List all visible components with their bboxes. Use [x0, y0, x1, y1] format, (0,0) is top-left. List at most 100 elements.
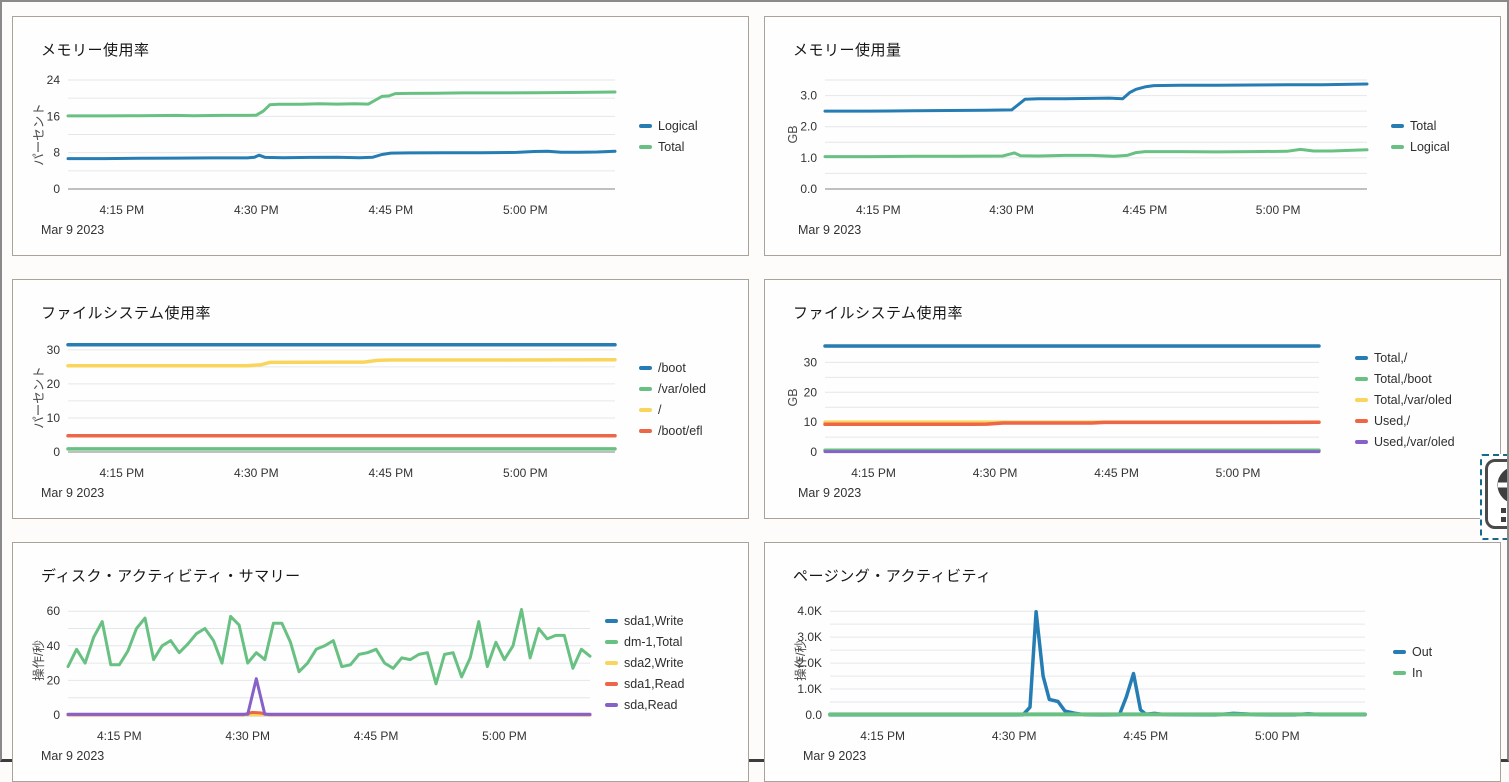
- series-line--[interactable]: [66, 357, 617, 368]
- x-tick-label: 4:15 PM: [99, 466, 144, 480]
- legend-item[interactable]: Out: [1393, 642, 1432, 663]
- y-tick-label: 40: [47, 639, 61, 653]
- y-tick-label: 2.0: [800, 120, 817, 134]
- chart-panel-2: メモリー使用量 0.0 1.0 2.0 3.0 GB 4:15 PM 4:30 PM 4:45 …: [764, 16, 1501, 256]
- legend-item[interactable]: /var/oled: [639, 379, 706, 400]
- legend-item[interactable]: Used,/var/oled: [1355, 431, 1455, 452]
- legend-item[interactable]: sda2,Write: [605, 652, 684, 673]
- series-line-logical[interactable]: [823, 147, 1369, 159]
- legend-item[interactable]: Logical: [1391, 137, 1450, 158]
- legend-marker-icon: [639, 124, 652, 128]
- legend-label: /boot/efl: [658, 424, 703, 438]
- series-line-used-[interactable]: [823, 420, 1321, 426]
- legend-marker-icon: [639, 366, 652, 370]
- floating-help-widget[interactable]: [1480, 454, 1507, 542]
- legend-label: Total,/boot: [1374, 371, 1432, 386]
- series-line-dm-1-total[interactable]: [66, 608, 592, 686]
- legend-marker-icon: [605, 639, 618, 644]
- help-button[interactable]: [1485, 459, 1507, 529]
- chart-plot-area[interactable]: 0.0 1.0 2.0 3.0 GB 4:15 PM 4:30 PM 4:45 PM 5:00 …: [765, 17, 1500, 255]
- legend-item[interactable]: /: [639, 400, 706, 421]
- chart-plot-area[interactable]: 0 10 20 30 GB 4:15 PM 4:30 PM 4:45 PM 5:00 PM Mar…: [765, 280, 1500, 518]
- y-axis-title: 操作/秒: [31, 640, 46, 681]
- x-tick-label: 4:30 PM: [225, 729, 270, 743]
- legend-label: /boot: [658, 361, 686, 375]
- y-tick-label: 8: [53, 146, 60, 160]
- y-tick-label: 10: [47, 411, 61, 425]
- chart-plot-area[interactable]: 0.0 1.0K 2.0K 3.0K 4.0K 操作/秒 4:15 PM 4:30 PM 4:4…: [765, 543, 1500, 781]
- x-tick-label: 4:30 PM: [234, 203, 279, 217]
- legend-item[interactable]: sda1,Read: [605, 673, 684, 694]
- kebab-menu-icon[interactable]: [1501, 508, 1506, 526]
- legend-marker-icon: [1355, 376, 1368, 381]
- y-tick-label: 0: [53, 182, 60, 196]
- series-line-logical[interactable]: [66, 149, 617, 161]
- y-tick-label: 0.0: [800, 182, 817, 196]
- chart-panel-1: メモリー使用率 0 8 16 24 パーセント 4:15 PM 4:30 PM 4:45 PM 5…: [12, 16, 749, 256]
- legend-label: dm-1,Total: [624, 634, 683, 649]
- x-tick-label: 5:00 PM: [503, 466, 548, 480]
- legend-item[interactable]: In: [1393, 663, 1432, 684]
- y-tick-label: 0.0: [805, 708, 822, 722]
- x-tick-label: 4:15 PM: [97, 729, 142, 743]
- chart-plot-area[interactable]: 0 8 16 24 パーセント 4:15 PM 4:30 PM 4:45 PM 5:00 PM M…: [13, 17, 748, 255]
- legend-item[interactable]: sda,Read: [605, 694, 684, 715]
- y-tick-label: 0: [810, 445, 817, 459]
- chart-legend: sda1,Write dm-1,Total sda2,Write sda1,Read s…: [605, 610, 684, 715]
- legend-item[interactable]: /boot: [639, 358, 706, 379]
- legend-item[interactable]: /boot/efl: [639, 421, 706, 442]
- legend-label: /: [658, 403, 662, 417]
- chart-plot-area[interactable]: 0 20 40 60 操作/秒 4:15 PM 4:30 PM 4:45 PM 5:00 PM M…: [13, 543, 748, 781]
- legend-item[interactable]: Logical: [639, 116, 698, 137]
- y-tick-label: 3.0K: [797, 630, 822, 644]
- legend-marker-icon: [1391, 145, 1404, 149]
- legend-label: Used,/: [1374, 413, 1411, 428]
- y-tick-label: 1.0K: [797, 682, 822, 696]
- series-line-sda-read[interactable]: [66, 677, 592, 716]
- legend-label: sda2,Write: [624, 655, 684, 670]
- legend-item[interactable]: Used,/: [1355, 410, 1455, 431]
- series-line-total[interactable]: [66, 90, 617, 118]
- x-tick-label: 4:30 PM: [989, 203, 1034, 217]
- x-axis-date-label: Mar 9 2023: [798, 223, 861, 237]
- legend-label: Total,/: [1374, 350, 1408, 365]
- chart-title: ファイルシステム使用率: [41, 305, 212, 322]
- legend-item[interactable]: Total,/var/oled: [1355, 389, 1455, 410]
- legend-marker-icon: [605, 681, 618, 686]
- y-axis-title: パーセント: [32, 366, 46, 429]
- legend-marker-icon: [639, 145, 652, 149]
- x-tick-label: 4:15 PM: [851, 466, 896, 480]
- legend-marker-icon: [1355, 355, 1368, 360]
- y-tick-label: 20: [804, 385, 818, 399]
- chart-title: メモリー使用量: [793, 42, 902, 59]
- legend-label: Logical: [1410, 140, 1450, 154]
- legend-label: sda,Read: [624, 697, 678, 712]
- x-tick-label: 5:00 PM: [1255, 729, 1300, 743]
- chart-panel-6: ページング・アクティビティ 0.0 1.0K 2.0K 3.0K 4.0K 操作/秒 4:15…: [764, 542, 1501, 782]
- legend-marker-icon: [1355, 439, 1368, 444]
- legend-marker-icon: [1391, 124, 1404, 128]
- y-tick-label: 20: [47, 377, 61, 391]
- legend-label: /var/oled: [658, 382, 706, 396]
- legend-item[interactable]: sda1,Write: [605, 610, 684, 631]
- legend-item[interactable]: Total,/boot: [1355, 368, 1455, 389]
- legend-label: Out: [1412, 645, 1433, 659]
- x-axis-date-label: Mar 9 2023: [803, 749, 866, 763]
- y-tick-label: 30: [804, 355, 818, 369]
- legend-marker-icon: [1355, 397, 1368, 402]
- y-tick-label: 30: [47, 343, 61, 357]
- legend-item[interactable]: Total: [1391, 116, 1450, 137]
- legend-item[interactable]: Total,/: [1355, 347, 1455, 368]
- chart-title: メモリー使用率: [41, 42, 150, 59]
- legend-item[interactable]: dm-1,Total: [605, 631, 684, 652]
- chart-legend: Total,/ Total,/boot Total,/var/oled Used,/ U…: [1355, 347, 1455, 452]
- chart-legend: Out In: [1393, 642, 1432, 684]
- y-tick-label: 0: [53, 708, 60, 722]
- legend-marker-icon: [605, 702, 618, 707]
- y-axis-title: パーセント: [32, 103, 46, 166]
- legend-item[interactable]: Total: [639, 137, 698, 158]
- series-line-total[interactable]: [823, 82, 1369, 113]
- legend-label: Total,/var/oled: [1374, 392, 1452, 407]
